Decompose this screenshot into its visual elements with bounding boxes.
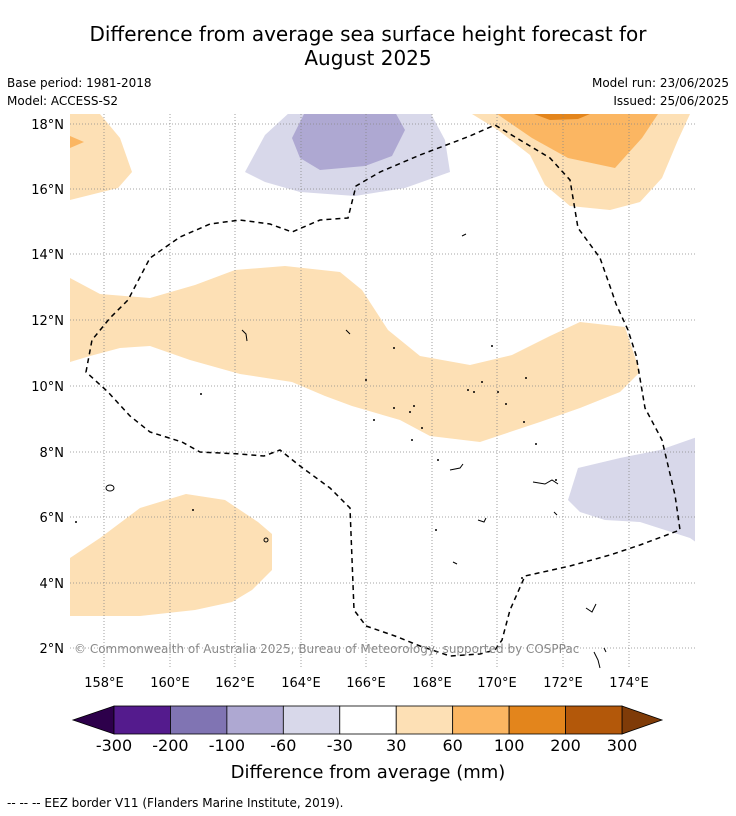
lat-labels: 18°N 16°N 14°N 12°N 10°N 8°N 6°N 4°N 2°N — [31, 118, 64, 657]
island — [603, 647, 607, 653]
colorbar-cell — [226, 705, 284, 735]
colorbar-cell — [452, 705, 510, 735]
colorbar-cell — [339, 705, 397, 735]
colorbar-label: 200 — [550, 736, 581, 755]
island — [105, 484, 115, 492]
lat-label: 18°N — [31, 118, 64, 133]
lat-label: 14°N — [31, 248, 64, 263]
map-area: © Commonwealth of Australia 2025, Bureau… — [70, 114, 695, 669]
copyright-text: © Commonwealth of Australia 2025, Bureau… — [74, 642, 579, 656]
island — [553, 511, 558, 516]
model-run: Model run: 23/06/2025 — [591, 76, 729, 90]
colorbar-label: -100 — [209, 736, 245, 755]
contour-pos-central-band — [70, 266, 640, 442]
lon-labels: 158°E 160°E 162°E 164°E 166°E 168°E 170°… — [84, 676, 649, 691]
lon-label: 158°E — [84, 676, 124, 691]
contour-pos-southwest — [70, 494, 272, 616]
contour-pos-northeast-core — [534, 114, 590, 120]
eez-border — [85, 124, 681, 657]
contour-pos-northwest — [70, 114, 132, 200]
lon-label: 170°E — [477, 676, 517, 691]
colorbar-label: -200 — [152, 736, 188, 755]
colorbar-title: Difference from average (mm) — [231, 762, 506, 783]
footer-note: -- -- -- EEZ border V11 (Flanders Marine… — [7, 796, 344, 810]
island — [477, 517, 487, 523]
colorbar-label: -300 — [96, 736, 132, 755]
island — [585, 603, 597, 613]
lon-label: 168°E — [412, 676, 452, 691]
island — [452, 561, 458, 565]
chart-title: Difference from average sea surface heig… — [0, 22, 736, 70]
lon-label: 160°E — [150, 676, 190, 691]
colorbar-label: 300 — [607, 736, 638, 755]
lon-label: 164°E — [281, 676, 321, 691]
title-line-1: Difference from average sea surface heig… — [89, 22, 647, 46]
island-dots — [75, 345, 557, 579]
island — [593, 651, 601, 669]
lat-label: 6°N — [40, 511, 65, 526]
contour-pos-northwest-core — [70, 136, 84, 148]
lon-label: 172°E — [543, 676, 583, 691]
lat-label: 4°N — [40, 577, 65, 592]
colorbar: -300 -200 -100 -60 -30 30 60 100 200 300 Differen… — [71, 705, 664, 783]
island — [461, 233, 467, 237]
gridlines — [70, 114, 695, 669]
base-period: Base period: 1981-2018 — [7, 76, 152, 90]
colorbar-cell — [282, 705, 341, 735]
contour-pos-northeast-mid — [497, 114, 658, 168]
colorbar-label: -30 — [327, 736, 353, 755]
colorbar-extend-low — [71, 705, 115, 735]
lon-label: 162°E — [215, 676, 255, 691]
colorbar-cell — [170, 705, 228, 735]
colorbar-cell — [113, 705, 171, 735]
model-name: Model: ACCESS-S2 — [7, 94, 119, 108]
island — [241, 329, 248, 342]
colorbar-label: -60 — [270, 736, 296, 755]
lat-label: 16°N — [31, 183, 64, 198]
title-line-2: August 2025 — [304, 46, 432, 70]
colorbar-cell — [395, 705, 454, 735]
colorbar-label: 60 — [442, 736, 462, 755]
lat-label: 8°N — [40, 446, 65, 461]
issued-date: Issued: 25/06/2025 — [613, 94, 729, 108]
colorbar-label: 30 — [386, 736, 406, 755]
lon-label: 166°E — [346, 676, 386, 691]
colorbar-cell — [565, 705, 623, 735]
colorbar-extend-high — [621, 705, 664, 735]
lat-label: 12°N — [31, 314, 64, 329]
contour-neg-north-core — [292, 114, 405, 170]
islands — [105, 233, 607, 669]
lat-label: 10°N — [31, 380, 64, 395]
lat-label: 2°N — [40, 642, 65, 657]
island — [345, 329, 351, 335]
meta-left: Base period: 1981-2018 Model: ACCESS-S2 — [7, 74, 152, 110]
meta-right: Model run: 23/06/2025 Issued: 25/06/2025 — [592, 74, 729, 110]
island — [449, 463, 464, 471]
lon-label: 174°E — [609, 676, 649, 691]
island — [263, 537, 269, 543]
island — [532, 479, 559, 485]
colorbar-label: 100 — [494, 736, 525, 755]
colorbar-cell — [508, 705, 566, 735]
contour-neg-east — [568, 437, 695, 542]
